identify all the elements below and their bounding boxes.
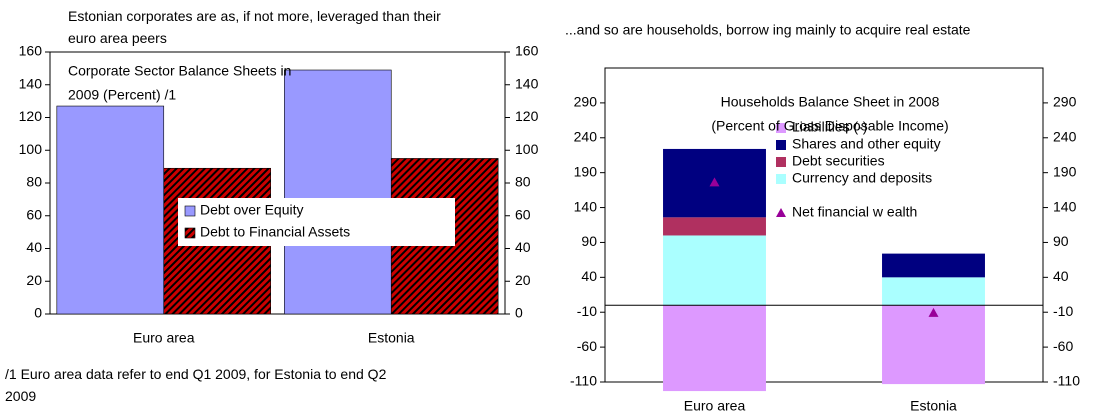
- y2-tick-label: 90: [1053, 233, 1069, 249]
- legend-swatch: [184, 227, 196, 239]
- bar-segment: [663, 305, 766, 392]
- bar-segment: [882, 253, 985, 278]
- y-tick-label: 140: [574, 198, 598, 214]
- bar: [284, 69, 392, 315]
- y2-tick-label: 120: [515, 108, 539, 124]
- y-tick-label: -10: [577, 303, 597, 319]
- inner-title: Households Balance Sheet in 2008: [721, 94, 940, 110]
- y2-tick-label: -110: [1053, 373, 1080, 389]
- legend-label: Debt to Financial Assets: [200, 224, 350, 240]
- y2-tick-label: 60: [515, 206, 531, 222]
- legend-marker: [776, 208, 786, 217]
- y2-tick-label: 20: [515, 272, 531, 288]
- y-tick-label: 60: [26, 206, 42, 222]
- y-tick-label: 140: [19, 75, 43, 91]
- legend-swatch: [776, 140, 786, 150]
- bar: [56, 105, 165, 315]
- bar-segment: [882, 277, 985, 306]
- x-tick-label: Euro area: [133, 330, 195, 346]
- y2-tick-label: -10: [1053, 303, 1073, 319]
- y2-tick-label: 40: [515, 239, 531, 255]
- y2-tick-label: 0: [515, 305, 523, 321]
- legend-label: Debt over Equity: [200, 202, 304, 218]
- y-tick-label: 100: [19, 141, 43, 157]
- y-tick-label: -60: [577, 338, 597, 354]
- x-tick-label: Euro area: [684, 398, 746, 414]
- legend-swatch: [184, 205, 196, 217]
- title-line: Estonian corporates are as, if not more,…: [68, 8, 441, 24]
- y-tick-label: 20: [26, 272, 42, 288]
- y-tick-label: 240: [574, 128, 598, 144]
- y2-tick-label: 240: [1053, 128, 1077, 144]
- legend-label: Net financial w ealth: [792, 204, 917, 220]
- y-tick-label: 160: [19, 43, 43, 59]
- bar-segment: [882, 305, 985, 385]
- legend-label: Shares and other equity: [792, 136, 941, 152]
- y2-tick-label: 140: [515, 75, 539, 91]
- y2-tick-label: -60: [1053, 338, 1073, 354]
- y-tick-label: 90: [581, 233, 597, 249]
- y-tick-label: 120: [19, 108, 43, 124]
- inner-title: Corporate Sector Balance Sheets in: [68, 63, 291, 79]
- legend-swatch: [776, 174, 786, 184]
- y-tick-label: 190: [574, 163, 598, 179]
- bar-segment: [663, 217, 766, 236]
- title-line: euro area peers: [68, 30, 167, 46]
- legend-label: Debt securities: [792, 153, 885, 169]
- y2-tick-label: 40: [1053, 268, 1069, 284]
- inner-title: (Percent of Gross Disposable Income): [711, 118, 948, 134]
- bar-segment: [663, 235, 766, 306]
- footnote-line: /1 Euro area data refer to end Q1 2009, …: [5, 366, 387, 382]
- y2-tick-label: 100: [515, 141, 539, 157]
- y-tick-label: 40: [581, 268, 597, 284]
- y2-tick-label: 190: [1053, 163, 1077, 179]
- marker: [928, 307, 939, 317]
- y2-tick-label: 80: [515, 174, 531, 190]
- footnote: /1 Euro area data refer to end Q1 2009, …: [5, 366, 387, 404]
- x-tick-label: Estonia: [910, 398, 957, 414]
- legend-box: [178, 198, 455, 246]
- legend-swatch: [776, 157, 786, 167]
- y-tick-label: 40: [26, 239, 42, 255]
- inner-title: 2009 (Percent) /1: [68, 87, 176, 103]
- chart-title: ...and so are households, borrow ing mai…: [565, 22, 971, 38]
- y2-tick-label: 160: [515, 43, 539, 59]
- y2-tick-label: 140: [1053, 198, 1077, 214]
- plot-area: [604, 67, 1044, 383]
- legend-label: Liabilities (-): [792, 119, 867, 135]
- x-tick-label: Estonia: [368, 330, 415, 346]
- chart-title: Estonian corporates are as, if not more,…: [68, 8, 441, 46]
- y-tick-label: 0: [34, 305, 42, 321]
- y-tick-label: 80: [26, 174, 42, 190]
- y-tick-label: 290: [574, 94, 598, 110]
- footnote-line: 2009: [5, 388, 36, 404]
- y-tick-label: -110: [570, 373, 597, 389]
- y2-tick-label: 290: [1053, 94, 1077, 110]
- legend-swatch: [776, 123, 786, 133]
- marker: [709, 177, 720, 187]
- legend-label: Currency and deposits: [792, 170, 932, 186]
